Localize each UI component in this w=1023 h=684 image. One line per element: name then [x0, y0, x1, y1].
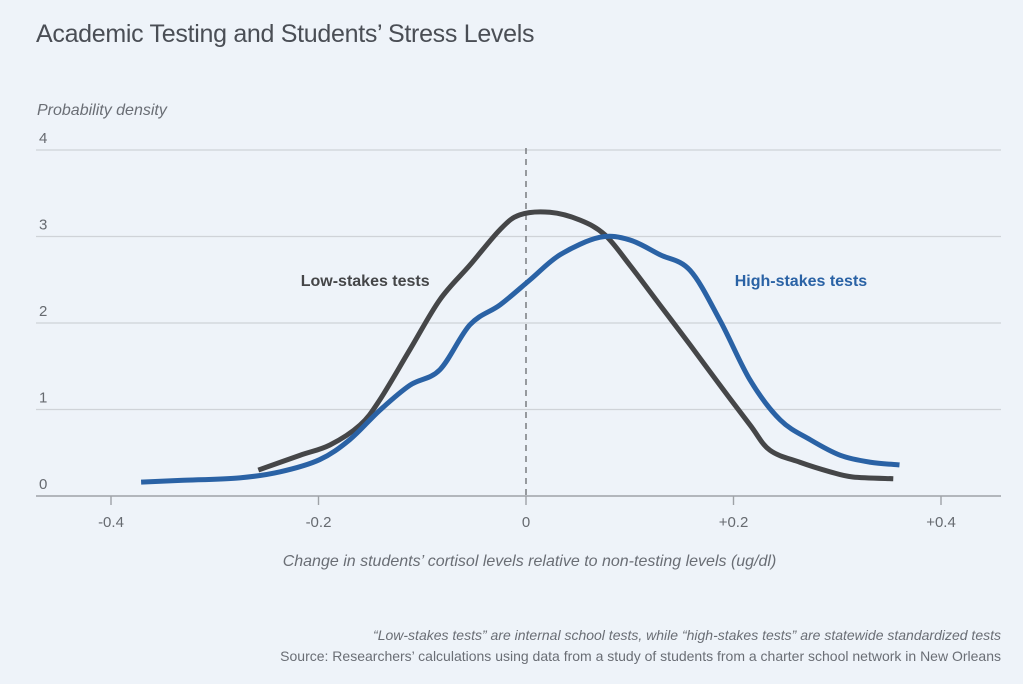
series-line-high-stakes: [140, 233, 900, 485]
label-high-stakes: High-stakes tests: [735, 273, 868, 290]
y-tick-label: 0: [39, 476, 47, 493]
y-tick-label: 4: [39, 130, 47, 147]
y-tick-label: 2: [39, 303, 47, 320]
series-line-low-stakes: [257, 209, 894, 482]
x-tick-label: 0: [522, 514, 530, 531]
axes: 0 1 2 3 4 -0.4 -0.2 0 +0.2 +0.4: [36, 130, 1001, 531]
footnote-note: “Low-stakes tests” are internal school t…: [373, 627, 1001, 643]
x-tick-label: +0.2: [719, 514, 749, 531]
gridlines: [36, 148, 1001, 496]
series-lines: [140, 209, 900, 485]
series-labels: Low-stakes tests High-stakes tests: [301, 273, 868, 290]
x-tick-label: -0.2: [306, 514, 332, 531]
x-axis-label: Change in students’ cortisol levels rela…: [282, 553, 777, 570]
x-tick-label: +0.4: [926, 514, 956, 531]
chart-title: Academic Testing and Students’ Stress Le…: [36, 20, 535, 48]
y-tick-label: 1: [39, 390, 47, 407]
x-tick-label: -0.4: [98, 514, 124, 531]
y-axis-label: Probability density: [37, 102, 167, 119]
y-tick-label: 3: [39, 217, 47, 234]
label-low-stakes: Low-stakes tests: [301, 273, 430, 290]
footnote-source: Source: Researchers’ calculations using …: [280, 648, 1001, 664]
